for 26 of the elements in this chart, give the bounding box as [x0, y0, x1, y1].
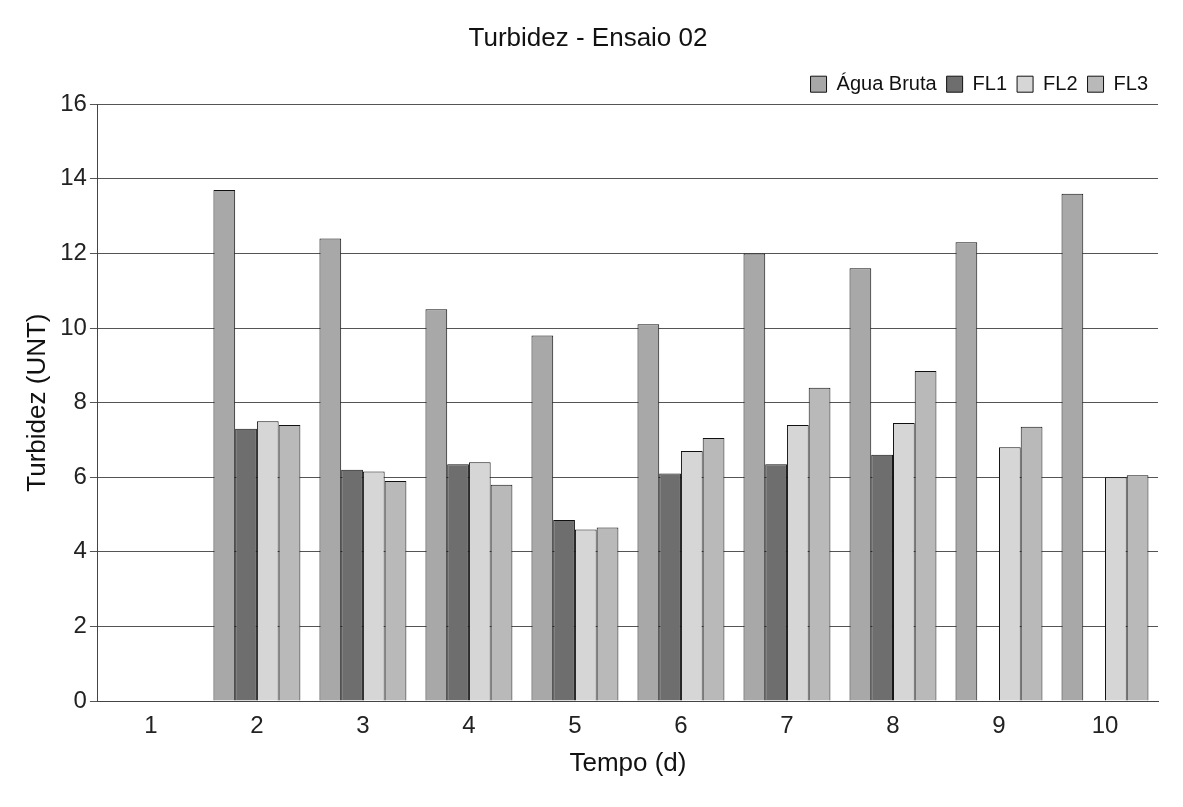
x-tick-label: 3	[356, 711, 370, 739]
x-tick-label: 8	[886, 711, 900, 739]
x-tick-label: 10	[1091, 711, 1119, 739]
y-tick-label: 2	[73, 611, 87, 639]
x-axis-title: Tempo (d)	[569, 746, 687, 777]
x-tick-label: 2	[250, 711, 264, 739]
y-tick-label: 12	[60, 238, 87, 266]
y-tick-label: 14	[60, 163, 87, 191]
y-tick-label: 6	[73, 461, 87, 489]
x-tick-label: 9	[992, 711, 1006, 739]
x-tick-label: 1	[144, 711, 158, 739]
y-tick-label: 8	[73, 387, 87, 415]
y-tick-label: 0	[73, 685, 87, 713]
legend-label: FL1	[972, 71, 1008, 94]
y-tick-label: 16	[60, 88, 87, 116]
x-tick-label: 4	[462, 711, 476, 739]
x-tick-label: 7	[780, 711, 794, 739]
x-tick-label: 5	[568, 711, 582, 739]
legend-label: Água Bruta	[836, 71, 938, 94]
legend-label: FL3	[1113, 71, 1149, 94]
x-tick-label: 6	[674, 711, 688, 739]
y-axis-title: Turbidez (UNT)	[20, 313, 51, 492]
y-tick-label: 4	[73, 536, 87, 564]
y-tick-label: 10	[60, 312, 87, 340]
legend-label: FL2	[1043, 71, 1078, 94]
chart-title: Turbidez - Ensaio 02	[468, 21, 708, 52]
